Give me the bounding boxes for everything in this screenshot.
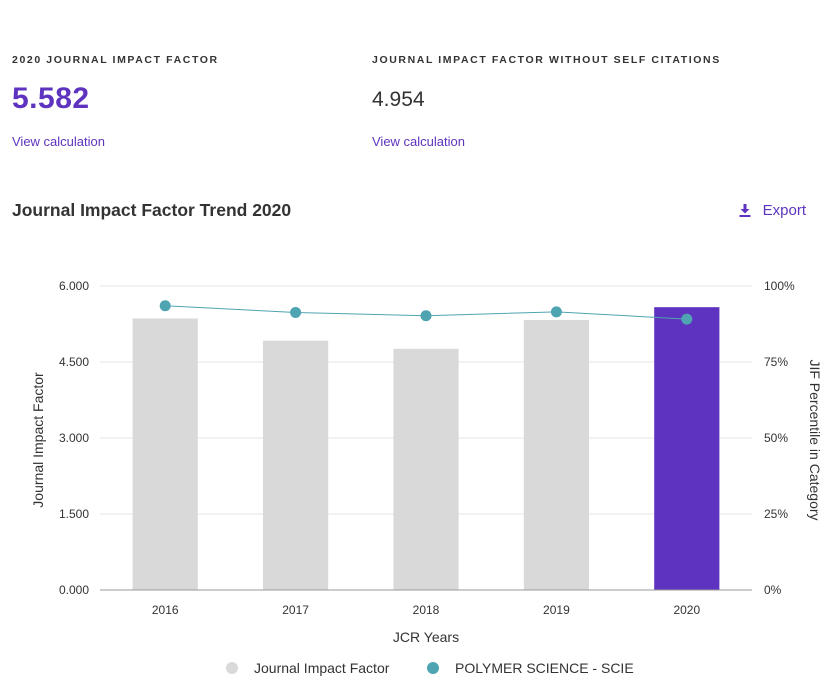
bar-2016[interactable] (132, 318, 198, 590)
percentile-point-2016[interactable] (159, 300, 171, 312)
percentile-point-2018[interactable] (420, 310, 432, 322)
legend-marker-jif (226, 662, 238, 674)
y2-tick-label: 75% (764, 355, 788, 369)
legend-label-category: POLYMER SCIENCE - SCIE (455, 660, 634, 676)
percentile-point-2020[interactable] (681, 313, 693, 325)
export-label: Export (762, 202, 806, 219)
jif-no-self-view-calculation-link[interactable]: View calculation (372, 134, 465, 149)
x-tick-label: 2018 (413, 603, 440, 617)
y2-tick-label: 25% (764, 507, 788, 521)
export-button[interactable]: Export (739, 202, 806, 219)
y2-tick-label: 0% (764, 583, 782, 597)
bar-2017[interactable] (263, 340, 329, 590)
y2-tick-label: 100% (764, 279, 795, 293)
y2-tick-label: 50% (764, 431, 788, 445)
y-tick-label: 6.000 (59, 279, 89, 293)
jif-label: 2020 JOURNAL IMPACT FACTOR (12, 54, 219, 66)
jif-no-self-label: JOURNAL IMPACT FACTOR WITHOUT SELF CITAT… (372, 54, 721, 66)
y-tick-label: 0.000 (59, 583, 89, 597)
bar-2020[interactable] (654, 307, 720, 590)
y-axis-title: Journal Impact Factor (30, 372, 46, 508)
legend-marker-category (427, 662, 439, 674)
jif-value: 5.582 (12, 82, 90, 115)
x-tick-label: 2020 (673, 603, 700, 617)
jif-view-calculation-link[interactable]: View calculation (12, 134, 105, 149)
chart-section-title: Journal Impact Factor Trend 2020 (12, 200, 292, 220)
bar-2019[interactable] (523, 319, 589, 590)
x-axis-title: JCR Years (393, 629, 459, 645)
x-tick-label: 2017 (282, 603, 309, 617)
y2-axis-title: JIF Percentile in Category (807, 359, 823, 520)
download-icon (739, 204, 751, 217)
jif-no-self-value: 4.954 (372, 88, 425, 111)
x-tick-label: 2019 (543, 603, 570, 617)
percentile-point-2017[interactable] (290, 306, 302, 318)
y-tick-label: 3.000 (59, 431, 89, 445)
y-tick-label: 4.500 (59, 355, 89, 369)
percentile-point-2019[interactable] (550, 306, 562, 318)
x-tick-label: 2016 (152, 603, 179, 617)
legend-label-jif: Journal Impact Factor (254, 660, 390, 676)
bar-2018[interactable] (393, 348, 459, 590)
y-tick-label: 1.500 (59, 507, 89, 521)
